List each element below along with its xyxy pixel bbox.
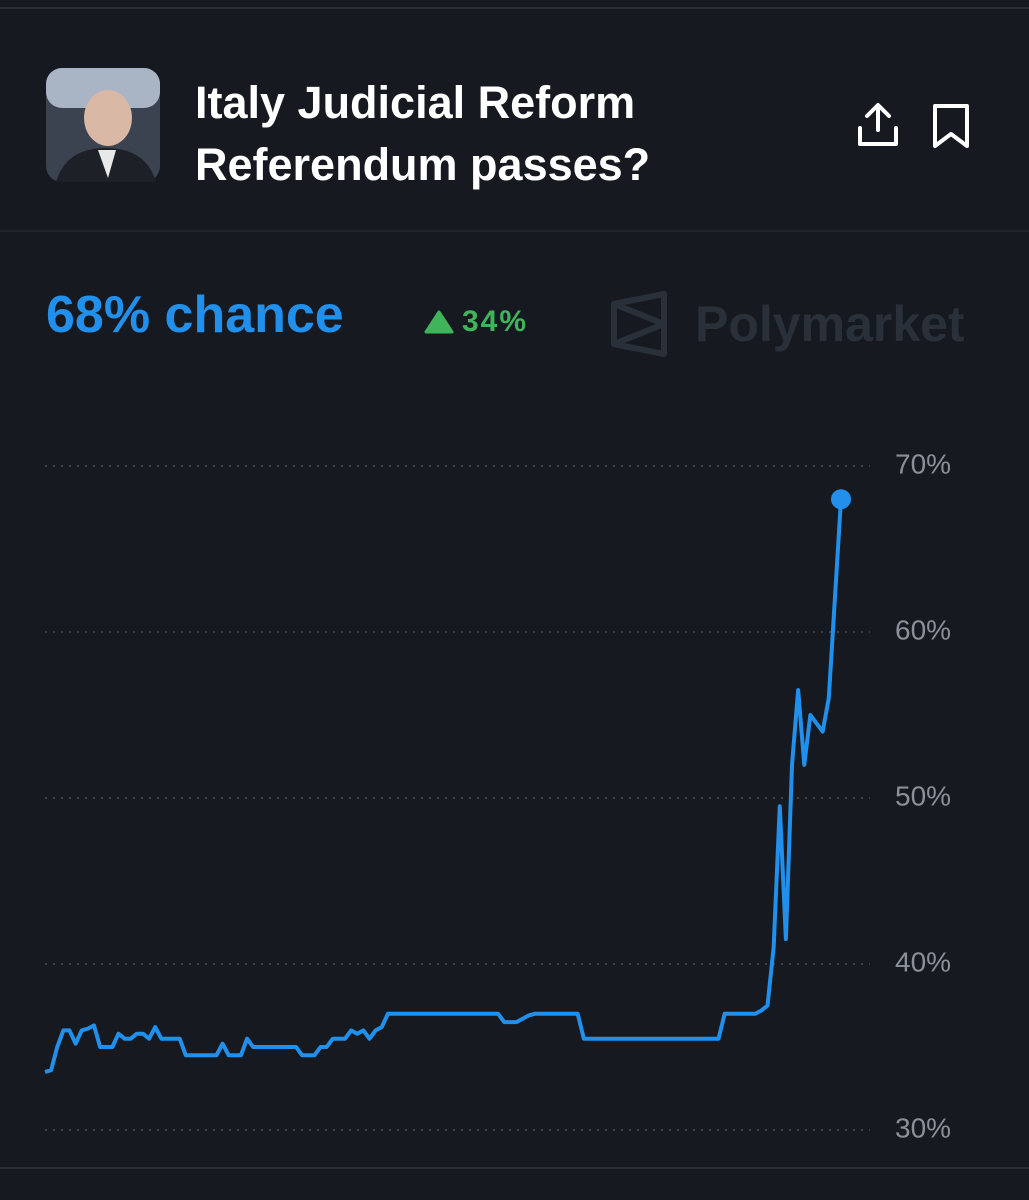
change: 34% (462, 305, 529, 338)
y-tick-label: 50% (895, 780, 951, 811)
y-tick-label: 30% (895, 1112, 951, 1143)
up-arrow (424, 310, 454, 334)
top-divider (0, 7, 1029, 9)
price-line (44, 499, 843, 1074)
brand: Polymarket (695, 296, 965, 352)
y-tick-label: 40% (895, 946, 951, 977)
header-divider (0, 230, 1029, 232)
share-button[interactable] (858, 103, 898, 146)
bookmark-button[interactable] (933, 104, 969, 148)
probability: 68% chance (46, 286, 344, 344)
y-tick-label: 60% (895, 614, 951, 645)
actions (858, 103, 969, 148)
brand-logo (611, 291, 667, 357)
market-image (46, 68, 160, 182)
bottom-divider (0, 1167, 1029, 1169)
market-title: Italy Judicial Reform Referendum passes? (195, 77, 651, 190)
end-dot (831, 489, 851, 510)
y-tick-label: 70% (895, 448, 951, 479)
